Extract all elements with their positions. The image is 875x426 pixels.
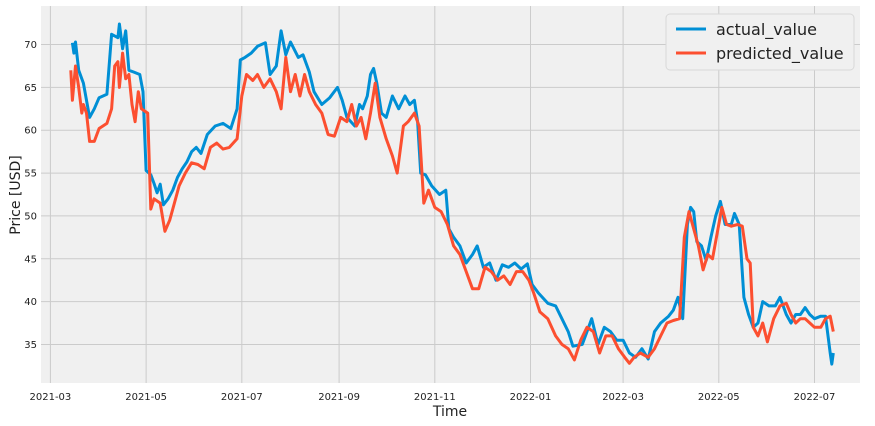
y-tick-label: 50 xyxy=(24,211,37,222)
predicted-value-line xyxy=(69,51,835,365)
legend-label-actual: actual_value xyxy=(716,20,817,40)
x-axis-label: Time xyxy=(432,404,467,420)
x-tick-label: 2021-09 xyxy=(318,392,360,403)
y-axis-label: Price [USD] xyxy=(8,155,24,234)
series-lines xyxy=(69,22,835,366)
y-tick-label: 70 xyxy=(24,40,37,51)
x-tick-label: 2022-07 xyxy=(794,392,836,403)
y-tick-label: 45 xyxy=(24,254,37,265)
y-tick-labels: 35 40 45 50 55 60 65 70 xyxy=(24,40,37,351)
x-tick-label: 2021-05 xyxy=(125,392,167,403)
x-tick-label: 2021-07 xyxy=(221,392,263,403)
x-tick-label: 2022-03 xyxy=(602,392,644,403)
x-tick-labels: 2021-03 2021-05 2021-07 2021-09 2021-11 2022-… xyxy=(30,392,836,403)
x-tick-label: 2022-01 xyxy=(510,392,552,403)
y-tick-label: 65 xyxy=(24,83,37,94)
y-tick-label: 55 xyxy=(24,169,37,180)
y-tick-label: 40 xyxy=(24,297,37,308)
y-tick-label: 60 xyxy=(24,126,37,137)
x-tick-label: 2021-11 xyxy=(414,392,456,403)
legend: actual_value predicted_value xyxy=(665,13,855,71)
actual-value-line xyxy=(70,22,835,366)
legend-box xyxy=(665,13,855,71)
x-tick-label: 2021-03 xyxy=(30,392,72,403)
y-tick-label: 35 xyxy=(24,340,37,351)
legend-label-predicted: predicted_value xyxy=(716,44,844,64)
x-tick-label: 2022-05 xyxy=(698,392,740,403)
